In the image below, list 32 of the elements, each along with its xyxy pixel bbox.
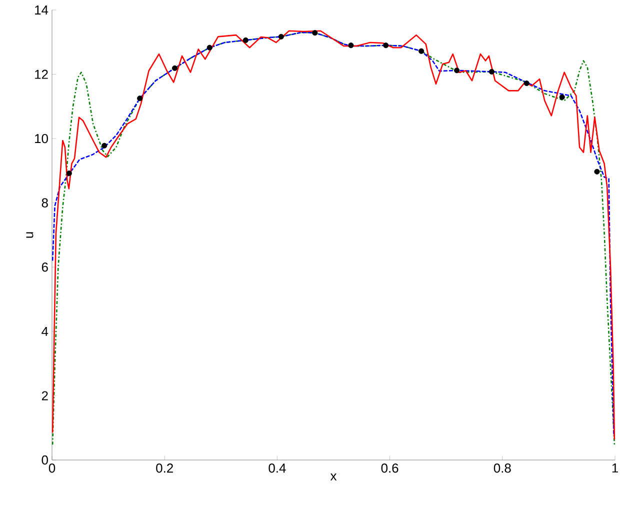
x-tick-label: 0 [48,464,56,473]
point [242,37,248,43]
y-tick-label: 14 [35,6,48,14]
x-tick-label: 0.8 [494,464,511,473]
point [206,44,212,50]
point [137,96,143,102]
point [348,42,354,48]
y-axis-title: u [26,232,34,238]
y-tick-label: 8 [42,198,48,208]
point [418,48,424,54]
point [383,42,389,48]
x-tick-label: 1 [612,464,618,472]
y-tick-label: 10 [35,134,48,144]
x-tick-label: 0.6 [381,464,398,473]
y-tick-label: 12 [35,70,48,79]
x-tick-label: 0.4 [268,464,286,473]
y-tick-label: 6 [42,262,48,272]
point [594,168,600,174]
y-tick-label: 4 [42,326,48,336]
point [66,170,72,176]
point [312,30,318,36]
x-axis-title: x [330,474,337,480]
point [454,68,460,74]
x-tick-label: 0.2 [156,464,173,473]
point [172,65,178,71]
point [488,68,494,74]
point [278,34,284,40]
point [559,94,565,100]
y-tick-label: 0 [42,455,48,465]
y-tick-label: 2 [42,391,48,400]
point [102,142,108,148]
point [524,80,530,86]
